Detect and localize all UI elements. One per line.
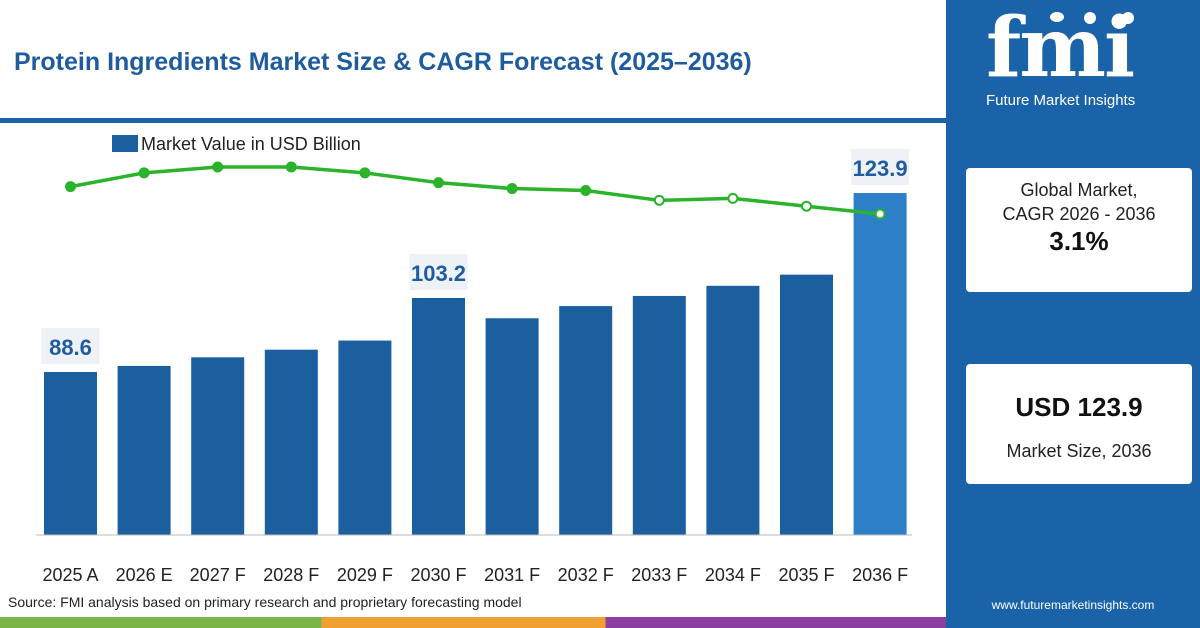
cagr-point-1 [138,167,150,179]
bar-9 [706,285,760,535]
legend-swatch [112,135,138,152]
x-tick-label: 2027 F [190,565,246,585]
x-tick-label: 2029 F [337,565,393,585]
cagr-point-2 [212,161,224,173]
bar-1 [117,365,171,535]
x-tick-label: 2035 F [778,565,834,585]
cagr-point-4 [359,167,371,179]
title-divider [0,118,946,123]
data-label: 123.9 [853,156,908,181]
x-tick-label: 2031 F [484,565,540,585]
cagr-point-3 [285,161,297,173]
cagr-point-5 [433,177,444,189]
market-size-value: USD 123.9 [1015,392,1143,422]
bars-group [44,193,907,535]
x-tick-label: 2034 F [705,565,761,585]
cagr-point-9 [727,192,739,204]
cagr-trend-line [70,165,881,216]
cagr-point-11 [874,208,886,220]
cagr-point-6 [506,183,518,195]
data-label: 88.6 [49,335,92,360]
x-tick-label: 2028 F [263,565,319,585]
sidebar-panel: fmi Future Market Insights Global Market… [946,0,1200,628]
logo-subtitle: Future Market Insights [986,92,1136,109]
cagr-point-7 [580,185,592,197]
bar-10 [780,274,833,535]
bar-11 [853,193,907,535]
logo-decoration-icon [1084,12,1096,24]
fmi-logo: fmi [986,0,1135,96]
legend-label: Market Value in USD Billion [141,134,361,154]
market-size-card: USD 123.9 Market Size, 2036 [966,364,1192,484]
cagr-value: 3.1% [1049,226,1109,256]
cagr-point-0 [65,181,76,193]
cagr-card-line1: Global Market, [1020,180,1138,200]
cagr-points-group [65,161,886,220]
bar-6 [485,318,539,535]
data-labels-group: 88.6 103.2 123.9 [41,149,910,364]
x-tick-label: 2033 F [631,565,687,585]
data-label-bg [41,327,100,364]
logo-decoration-icon [1050,12,1064,22]
chart-title: Protein Ingredients Market Size & CAGR F… [14,48,752,76]
bar-5 [412,297,465,535]
x-tick-label: 2030 F [410,565,466,585]
bar-4 [338,340,392,535]
bar-2 [191,357,245,535]
cagr-point-10 [801,200,812,212]
bar-3 [264,349,318,535]
x-tick-label: 2036 F [852,565,908,585]
market-size-label: Market Size, 2036 [1006,441,1152,461]
website-url: www.futuremarketinsights.com [991,598,1155,612]
data-label-bg [851,149,910,186]
cagr-point-8 [653,194,665,206]
bottom-color-bar [0,617,946,628]
x-tick-label: 2026 E [116,565,173,585]
data-label: 103.2 [411,261,466,286]
logo-decoration-icon [1122,12,1134,24]
source-note: Source: FMI analysis based on primary re… [8,594,522,610]
bar-0 [44,371,97,535]
data-label-bg [409,253,468,290]
x-tick-label: 2025 A [42,565,98,585]
cagr-card-line2: CAGR 2026 - 2036 [1002,204,1156,224]
x-tick-label: 2032 F [558,565,614,585]
bar-7 [559,306,613,535]
x-axis-ticks: 2025 A 2026 E 2027 F 2028 F 2029 F 2030 F 2031… [42,565,908,585]
cagr-card: Global Market, CAGR 2026 - 2036 3.1% [966,168,1192,292]
bar-8 [632,295,686,535]
